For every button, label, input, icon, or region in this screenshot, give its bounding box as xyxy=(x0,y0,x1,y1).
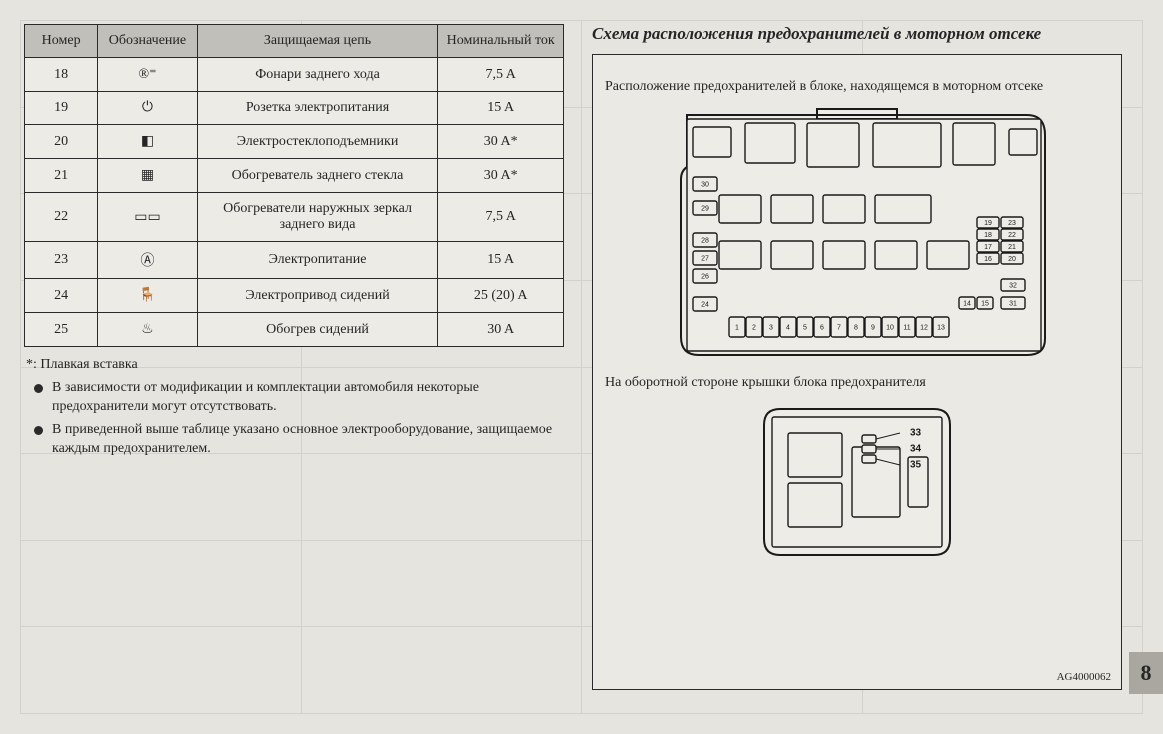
table-row: 22▭▭Обогреватели наружных зеркал заднего… xyxy=(25,193,564,242)
cell-number: 22 xyxy=(25,193,98,242)
cell-symbol-icon: ⏻ xyxy=(98,92,197,125)
svg-text:16: 16 xyxy=(984,256,992,263)
svg-text:22: 22 xyxy=(1008,232,1016,239)
page-number-tab: 8 xyxy=(1129,652,1163,694)
th-number: Номер xyxy=(25,25,98,58)
cell-symbol-icon: 🪑 xyxy=(98,279,197,313)
svg-text:24: 24 xyxy=(701,301,709,308)
cell-circuit: Обогреватель заднего стекла xyxy=(197,159,438,193)
table-row: 19⏻Розетка электропитания15 A xyxy=(25,92,564,125)
table-row: 24🪑Электропривод сидений25 (20) A xyxy=(25,279,564,313)
table-row: 18®⁼Фонари заднего хода7,5 A xyxy=(25,58,564,92)
cell-number: 25 xyxy=(25,313,98,347)
table-row: 25♨Обогрев сидений30 A xyxy=(25,313,564,347)
cell-circuit: Фонари заднего хода xyxy=(197,58,438,92)
cover-label-35: 35 xyxy=(910,460,922,471)
svg-text:31: 31 xyxy=(1009,300,1017,307)
svg-text:19: 19 xyxy=(984,220,992,227)
svg-text:4: 4 xyxy=(786,324,790,331)
fuse-table: Номер Обозначение Защищаемая цепь Номина… xyxy=(24,24,564,347)
svg-text:5: 5 xyxy=(803,324,807,331)
cell-symbol-icon: ®⁼ xyxy=(98,58,197,92)
cover-label-33: 33 xyxy=(910,428,922,439)
svg-text:13: 13 xyxy=(937,324,945,331)
cell-current: 25 (20) A xyxy=(438,279,564,313)
cell-circuit: Электропитание xyxy=(197,242,438,279)
svg-text:8: 8 xyxy=(854,324,858,331)
cell-current: 30 A xyxy=(438,313,564,347)
cell-number: 24 xyxy=(25,279,98,313)
footnote-fusible-link: *: Плавкая вставка xyxy=(26,357,564,373)
svg-text:17: 17 xyxy=(984,244,992,251)
svg-text:1: 1 xyxy=(735,324,739,331)
cell-number: 21 xyxy=(25,159,98,193)
cell-symbol-icon: ♨ xyxy=(98,313,197,347)
cell-circuit: Обогреватели наружных зеркал заднего вид… xyxy=(197,193,438,242)
diagram-frame: Расположение предохранителей в блоке, на… xyxy=(592,54,1122,690)
svg-text:7: 7 xyxy=(837,324,841,331)
svg-text:10: 10 xyxy=(886,324,894,331)
cell-current: 7,5 A xyxy=(438,58,564,92)
cell-number: 20 xyxy=(25,125,98,159)
image-reference-code: AG4000062 xyxy=(1057,671,1111,683)
svg-text:12: 12 xyxy=(920,324,928,331)
svg-text:11: 11 xyxy=(903,324,910,331)
svg-text:18: 18 xyxy=(984,232,992,239)
cell-number: 19 xyxy=(25,92,98,125)
engine-fusebox-diagram: 302928272624 1923182217211620 32141531 1… xyxy=(657,101,1057,361)
diagram-caption-1: Расположение предохранителей в блоке, на… xyxy=(605,79,1109,95)
svg-text:32: 32 xyxy=(1009,282,1017,289)
th-current: Номинальный ток xyxy=(438,25,564,58)
note-item: В зависимости от модификации и комплекта… xyxy=(32,379,564,417)
cell-current: 15 A xyxy=(438,242,564,279)
diagram-caption-2: На оборотной стороне крышки блока предох… xyxy=(605,375,1109,391)
svg-text:21: 21 xyxy=(1008,244,1016,251)
section-title: Схема расположения предохранителей в мот… xyxy=(592,24,1122,44)
svg-text:28: 28 xyxy=(701,237,709,244)
cell-number: 18 xyxy=(25,58,98,92)
fuse-cover-diagram: 33 34 35 xyxy=(752,397,962,567)
svg-text:9: 9 xyxy=(871,324,875,331)
th-symbol: Обозначение xyxy=(98,25,197,58)
table-row: 20◧Электростеклоподъемники30 A* xyxy=(25,125,564,159)
cell-current: 30 A* xyxy=(438,125,564,159)
cell-symbol-icon: Ⓐ xyxy=(98,242,197,279)
svg-text:20: 20 xyxy=(1008,256,1016,263)
table-row: 21▦Обогреватель заднего стекла30 A* xyxy=(25,159,564,193)
svg-text:15: 15 xyxy=(981,300,989,307)
svg-text:29: 29 xyxy=(701,205,709,212)
th-circuit: Защищаемая цепь xyxy=(197,25,438,58)
svg-text:30: 30 xyxy=(701,181,709,188)
svg-text:6: 6 xyxy=(820,324,824,331)
svg-text:14: 14 xyxy=(963,300,971,307)
cell-current: 15 A xyxy=(438,92,564,125)
cell-number: 23 xyxy=(25,242,98,279)
cell-circuit: Электростеклоподъемники xyxy=(197,125,438,159)
table-row: 23ⒶЭлектропитание15 A xyxy=(25,242,564,279)
cell-symbol-icon: ▭▭ xyxy=(98,193,197,242)
svg-text:23: 23 xyxy=(1008,220,1016,227)
svg-text:26: 26 xyxy=(701,273,709,280)
cell-circuit: Электропривод сидений xyxy=(197,279,438,313)
fuse-table-header-row: Номер Обозначение Защищаемая цепь Номина… xyxy=(25,25,564,58)
cell-current: 7,5 A xyxy=(438,193,564,242)
cell-symbol-icon: ▦ xyxy=(98,159,197,193)
cover-label-34: 34 xyxy=(910,444,922,455)
cell-circuit: Обогрев сидений xyxy=(197,313,438,347)
note-item: В приведенной выше таблице указано основ… xyxy=(32,421,564,459)
cell-symbol-icon: ◧ xyxy=(98,125,197,159)
notes-list: В зависимости от модификации и комплекта… xyxy=(32,379,564,459)
cell-circuit: Розетка электропитания xyxy=(197,92,438,125)
svg-text:27: 27 xyxy=(701,255,709,262)
svg-text:2: 2 xyxy=(752,324,756,331)
cell-current: 30 A* xyxy=(438,159,564,193)
svg-text:3: 3 xyxy=(769,324,773,331)
